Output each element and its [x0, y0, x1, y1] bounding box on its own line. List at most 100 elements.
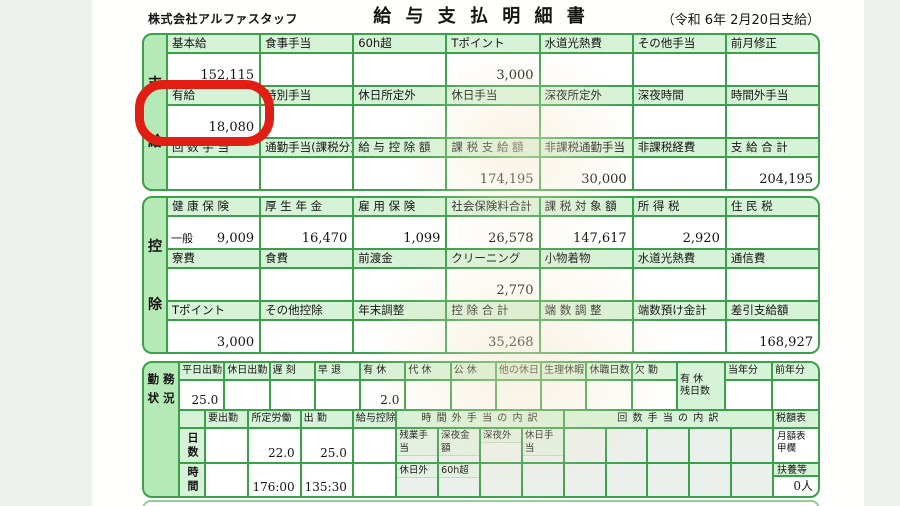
- deduction-grid: 健 康 保 険 厚 生 年 金 雇 用 保 険 社会保険料合計 課 税 対 象 …: [168, 198, 818, 352]
- overtime-sub-cell: 残業手当: [397, 429, 438, 462]
- cell-value: [261, 269, 353, 300]
- cell-value: 168,927: [726, 321, 818, 352]
- page-title: 給 与 支 払 明 細 書: [373, 6, 589, 27]
- cell-value: [540, 269, 632, 300]
- paid-leave-line: 残日数: [680, 386, 710, 397]
- column-header: 平日出勤: [180, 363, 224, 379]
- overtime-sub-cell: 深夜金額: [439, 429, 480, 462]
- cell-value: [168, 158, 260, 189]
- count-sub-cell: [606, 429, 647, 462]
- column-header: 小物着物: [540, 250, 632, 267]
- column-header: 通勤手当(課税分): [261, 139, 353, 156]
- cell-value: [270, 381, 314, 409]
- dependents-value: 0人: [793, 479, 813, 493]
- cell-value: [633, 321, 725, 352]
- column-header: 健 康 保 険: [168, 198, 260, 215]
- column-header: 厚 生 年 金: [261, 198, 353, 215]
- column-header: 課 税 対 象 額: [540, 198, 632, 215]
- deduction-section: 控 除 健 康 保 険 厚 生 年 金 雇 用 保 険 社会保険料合計 課 税 …: [142, 196, 820, 354]
- cell-value: 35,268: [447, 321, 539, 352]
- column-header: 非課税通勤手当: [540, 139, 632, 156]
- column-header: クリーニング: [447, 250, 539, 267]
- cell-value: [406, 381, 450, 409]
- cell-value: 16,470: [261, 217, 353, 248]
- column-header: 有給: [168, 87, 260, 104]
- cell-value: 3,000: [168, 321, 260, 352]
- attendance-detail-rows: 要出勤 所定労働 出 勤 給与控除 時 間 外 手 当 の 内 訳 回 数 手 …: [180, 411, 818, 496]
- cell-value: [726, 106, 818, 137]
- cell-value: [315, 381, 360, 409]
- cell-value: [632, 381, 676, 409]
- column-header: 支 給 合 計: [726, 139, 818, 156]
- cell-value: [633, 269, 725, 300]
- cell-value: [354, 321, 446, 352]
- cell-value: 18,080: [168, 106, 260, 137]
- left-margin-strip: [0, 0, 92, 506]
- cell-value: [726, 381, 771, 409]
- cell-value: 174,195: [447, 158, 539, 189]
- count-sub-cell: [648, 464, 689, 496]
- count-sub-cell: [732, 464, 772, 496]
- cell-value: [261, 106, 353, 137]
- cell-value: [168, 269, 260, 300]
- column-header: 年末調整: [354, 302, 446, 319]
- cell-value: [261, 54, 353, 85]
- tax-column: 甲欄: [776, 443, 796, 454]
- cell-value: [447, 106, 539, 137]
- attendance-days-summary-row: 平日出勤 休日出勤 遅 刻 早 退 有 休 代 休 公 休 他の休日 生理休暇 …: [180, 363, 818, 409]
- column-header: 休日出勤: [225, 363, 269, 379]
- column-header: 端 数 調 整: [540, 302, 632, 319]
- column-header: その他控除: [261, 302, 353, 319]
- insurance-type-label: 一般: [171, 232, 193, 245]
- cell-value: 2.0: [361, 381, 405, 409]
- count-sub-cell: [564, 464, 605, 496]
- column-header: 代 休: [406, 363, 450, 379]
- column-header: 住 民 税: [726, 198, 818, 215]
- paid-leave-highlight-annotation: [135, 80, 274, 146]
- overtime-sub-cell: 休日外: [397, 464, 438, 496]
- column-header: 休日手当: [447, 87, 539, 104]
- cell-value: 135:30: [301, 464, 352, 496]
- cell-value: [633, 106, 725, 137]
- cell-value: 25.0: [301, 429, 352, 462]
- company-name: 株式会社アルファスタッフ: [148, 12, 298, 26]
- cell-value: [225, 381, 269, 409]
- count-sub-cell: [690, 464, 731, 496]
- paid-leave-remaining-header: 有 休 残日数: [678, 363, 724, 409]
- column-header: 雇 用 保 険: [354, 198, 446, 215]
- column-header: 非課税経費: [633, 139, 725, 156]
- column-header: Tポイント: [168, 302, 260, 319]
- column-header: 給与控除: [353, 411, 396, 427]
- attendance-section: 勤 務 状 況 平日出勤 休日出勤 遅 刻 早 退 有 休 代 休 公 休 他の…: [142, 361, 820, 498]
- column-header: 深夜時間: [633, 87, 725, 104]
- column-header: 生理休暇: [542, 363, 586, 379]
- column-header: 所定労働: [249, 411, 300, 427]
- attendance-section-label: 勤 務 状 況: [144, 363, 178, 496]
- cell-value: 204,195: [726, 158, 818, 189]
- column-header: 水道光熱費: [540, 35, 632, 52]
- overtime-breakdown-header: 時 間 外 手 当 の 内 訳: [397, 411, 563, 427]
- deduction-label-char: 控: [148, 239, 162, 255]
- cell-value: 22.0: [249, 429, 300, 462]
- count-allowance-breakdown-header: 回 数 手 当 の 内 訳: [564, 411, 772, 427]
- overtime-sub-cell: [481, 464, 521, 496]
- deduction-section-label: 控 除: [144, 198, 166, 352]
- attendance-body: 平日出勤 休日出勤 遅 刻 早 退 有 休 代 休 公 休 他の休日 生理休暇 …: [180, 363, 818, 496]
- deduction-label-char: 除: [148, 297, 162, 313]
- hours-row-label: 時間: [180, 464, 204, 496]
- dependents-label: 扶養等: [773, 462, 818, 477]
- column-header: 差引支給額: [726, 302, 818, 319]
- corner-header-cell: [180, 411, 204, 427]
- cell-value: [726, 54, 818, 85]
- column-header: 寮費: [168, 250, 260, 267]
- cell-value: [354, 269, 446, 300]
- cell-value: 147,617: [540, 217, 632, 248]
- column-header: 休日所定外: [354, 87, 446, 104]
- column-header: 有 休: [361, 363, 405, 379]
- cell-value: [354, 158, 446, 189]
- cell-value: [540, 106, 632, 137]
- column-header: 課 税 支 給 額: [447, 139, 539, 156]
- cell-value: [353, 464, 396, 496]
- column-header: 休職日数: [587, 363, 631, 379]
